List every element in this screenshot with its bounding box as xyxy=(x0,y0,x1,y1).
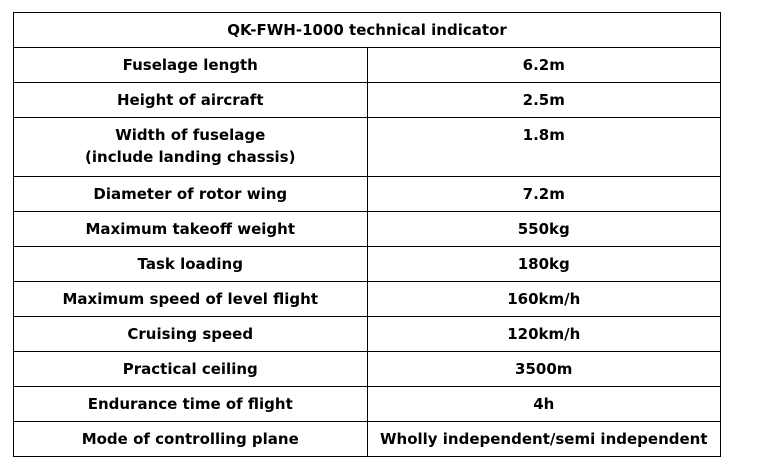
table-row: Maximum speed of level flight 160km/h xyxy=(13,281,721,317)
table-row: Diameter of rotor wing 7.2m xyxy=(13,176,721,212)
row-value: 6.2m xyxy=(366,47,721,83)
table-row: Fuselage length 6.2m xyxy=(13,47,721,83)
table-title: QK-FWH-1000 technical indicator xyxy=(13,12,721,48)
row-label: Task loading xyxy=(13,246,368,282)
row-value: 1.8m xyxy=(366,117,721,177)
row-value: 2.5m xyxy=(366,82,721,118)
table-row: Practical ceiling 3500m xyxy=(13,351,721,387)
row-value: 7.2m xyxy=(366,176,721,212)
row-label: Endurance time of flight xyxy=(13,386,368,422)
row-label: Width of fuselage xyxy=(115,126,266,144)
row-label: Height of aircraft xyxy=(13,82,368,118)
row-label-multiline: Width of fuselage (include landing chass… xyxy=(13,117,368,177)
table-row: Mode of controlling plane Wholly indepen… xyxy=(13,421,721,457)
row-value: 160km/h xyxy=(366,281,721,317)
row-label: Practical ceiling xyxy=(13,351,368,387)
table-row: Task loading 180kg xyxy=(13,246,721,282)
row-value: Wholly independent/semi independent xyxy=(366,421,721,457)
table-row: Maximum takeoff weight 550kg xyxy=(13,211,721,247)
row-value: 4h xyxy=(366,386,721,422)
row-label: Fuselage length xyxy=(13,47,368,83)
row-label: Cruising speed xyxy=(13,316,368,352)
table-row: Cruising speed 120km/h xyxy=(13,316,721,352)
table-row: Height of aircraft 2.5m xyxy=(13,82,721,118)
row-label: Maximum takeoff weight xyxy=(13,211,368,247)
row-label: Maximum speed of level flight xyxy=(13,281,368,317)
row-value: 120km/h xyxy=(366,316,721,352)
table-title-row: QK-FWH-1000 technical indicator xyxy=(13,12,721,48)
table-row: Width of fuselage (include landing chass… xyxy=(13,117,721,177)
row-value: 3500m xyxy=(366,351,721,387)
row-label-note: (include landing chassis) xyxy=(85,148,296,166)
table-row: Endurance time of flight 4h xyxy=(13,386,721,422)
row-label: Mode of controlling plane xyxy=(13,421,368,457)
row-value: 550kg xyxy=(366,211,721,247)
row-value: 180kg xyxy=(366,246,721,282)
row-label: Diameter of rotor wing xyxy=(13,176,368,212)
spec-table: QK-FWH-1000 technical indicator Fuselage… xyxy=(13,12,721,457)
